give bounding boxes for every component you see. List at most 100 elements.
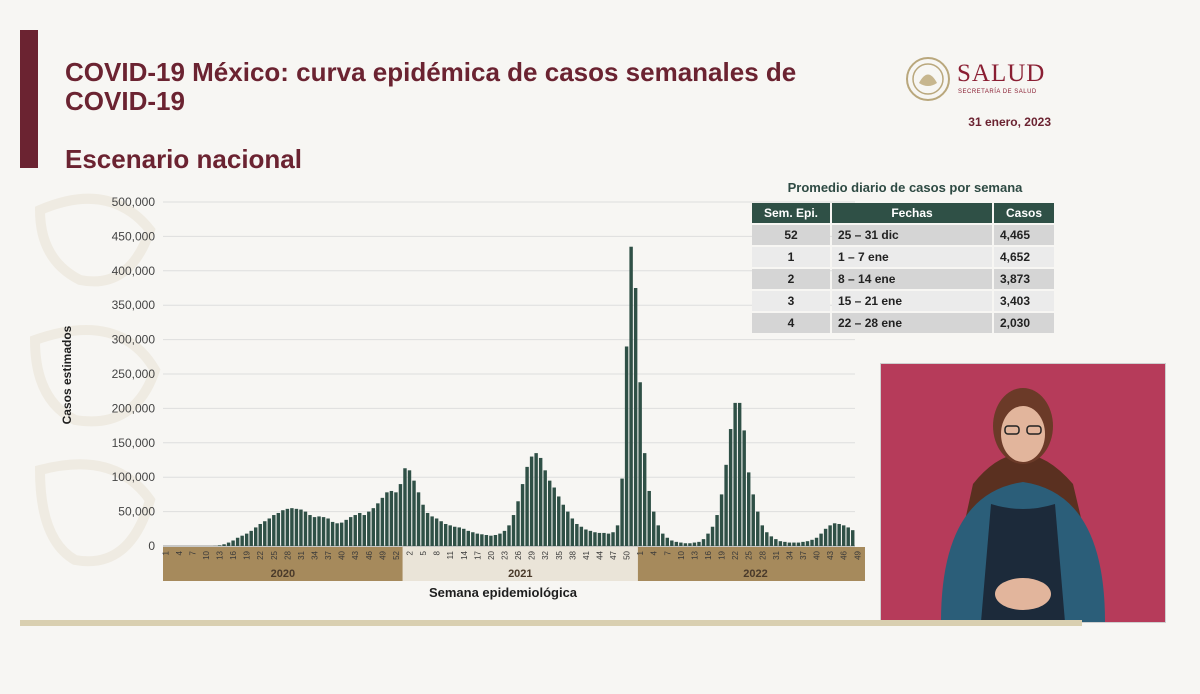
year-bands: 2020 2021 2022: [163, 547, 865, 581]
x-tick-label: 25: [745, 550, 754, 559]
x-tick-label: 46: [365, 550, 374, 559]
bar: [217, 545, 222, 546]
bar: [688, 543, 692, 546]
bar: [737, 402, 742, 546]
bar: [638, 382, 642, 546]
bar: [244, 533, 249, 546]
x-tick-label: 34: [785, 550, 794, 559]
year-band: [637, 547, 865, 581]
gridlines: [163, 201, 855, 547]
bar: [222, 544, 226, 546]
table-cell-dates: 22 – 28 ene: [832, 313, 992, 333]
table-cell-week: 4: [752, 313, 830, 333]
x-tick-label: 7: [663, 550, 672, 555]
x-tick-label: 32: [541, 550, 550, 559]
bar: [471, 532, 475, 546]
x-tick-label: 47: [609, 550, 618, 559]
bar: [756, 511, 760, 546]
bar: [344, 519, 348, 546]
bar: [656, 525, 660, 546]
table-header-dates: Fechas: [832, 203, 992, 223]
bar: [516, 501, 520, 546]
x-tick-label: 19: [718, 550, 727, 559]
bar: [475, 533, 480, 546]
bar: [557, 496, 561, 546]
y-tick-label: 300,000: [112, 333, 156, 347]
bar: [547, 480, 552, 546]
bar: [629, 246, 633, 546]
y-axis-label: Casos estimados: [60, 325, 74, 424]
bar: [593, 532, 597, 546]
bar: [792, 542, 796, 546]
bar: [697, 541, 701, 546]
bar: [765, 532, 769, 546]
footer-rule: [20, 620, 1082, 626]
bar: [376, 503, 380, 546]
bar: [584, 529, 588, 546]
bar: [837, 523, 841, 546]
bar: [339, 522, 344, 546]
bar: [294, 508, 299, 546]
bar: [769, 536, 774, 546]
x-tick-label: 28: [283, 550, 292, 559]
bar: [566, 511, 570, 546]
x-tick-label: 14: [460, 550, 469, 559]
x-tick-label: 4: [650, 550, 659, 555]
bar: [412, 480, 416, 546]
bar: [330, 521, 335, 546]
year-band: [402, 547, 638, 581]
year-label: 2022: [743, 568, 767, 580]
table-cell-cases: 3,403: [994, 291, 1054, 311]
x-tick-label: 31: [772, 550, 781, 559]
bar: [394, 492, 398, 546]
bar: [683, 543, 688, 546]
bar: [674, 541, 679, 546]
bar: [321, 517, 326, 546]
bar: [805, 541, 810, 546]
bar: [235, 537, 240, 546]
bar: [335, 523, 339, 546]
bar: [457, 527, 461, 546]
x-tick-label: 49: [853, 550, 862, 559]
y-tick-label: 450,000: [112, 229, 156, 243]
bar: [502, 530, 507, 546]
x-tick-label: 13: [216, 550, 225, 559]
x-tick-label: 31: [297, 550, 306, 559]
x-tick-label: 43: [826, 550, 835, 559]
x-tick-label: 41: [582, 550, 591, 559]
bar: [254, 527, 258, 546]
bar: [430, 516, 434, 546]
bar: [389, 490, 394, 546]
eagle-watermark-icon: [29, 193, 161, 567]
bar: [606, 533, 611, 546]
table-cell-week: 1: [752, 247, 830, 267]
bar: [226, 542, 231, 546]
x-tick-label: 49: [378, 550, 387, 559]
bar: [742, 430, 746, 546]
table-cell-dates: 25 – 31 dic: [832, 225, 992, 245]
bar: [403, 468, 407, 546]
x-axis-label: Semana epidemiológica: [429, 585, 578, 600]
x-tick-label: 1: [636, 550, 645, 555]
bar: [841, 525, 846, 546]
bar: [670, 540, 674, 546]
bar: [561, 504, 565, 546]
x-tick-label: 29: [528, 550, 537, 559]
x-tick-label: 10: [202, 550, 211, 559]
table-cell-dates: 1 – 7 ene: [832, 247, 992, 267]
bar: [828, 525, 832, 546]
bar: [819, 533, 823, 546]
table-row: 4 22 – 28 ene 2,030: [752, 313, 1054, 333]
bar: [679, 542, 683, 546]
table-cell-dates: 15 – 21 ene: [832, 291, 992, 311]
bar: [733, 402, 737, 546]
bar: [728, 429, 733, 546]
bar: [575, 523, 579, 546]
bar: [367, 511, 371, 546]
table-row: 52 25 – 31 dic 4,465: [752, 225, 1054, 245]
table-header-week: Sem. Epi.: [752, 203, 830, 223]
bar: [692, 542, 697, 546]
x-tick-label: 35: [555, 550, 564, 559]
bar: [633, 288, 638, 546]
